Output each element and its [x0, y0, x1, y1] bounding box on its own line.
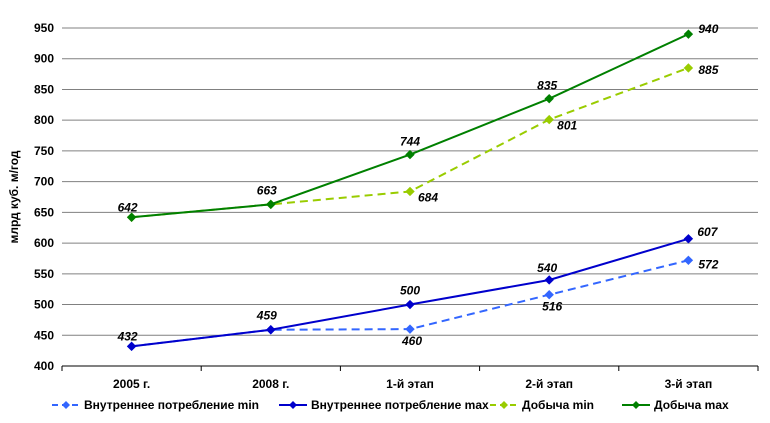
x-axis-ticks: 2005 г. 2008 г. 1-й этап 2-й этап 3-й этап [61, 366, 759, 391]
data-point [683, 255, 694, 266]
y-tick-label: 750 [34, 144, 54, 158]
y-tick-label: 900 [34, 52, 54, 66]
data-label: 663 [257, 183, 277, 197]
data-point [683, 234, 694, 244]
legend-marker [289, 401, 297, 409]
data-point [405, 324, 415, 334]
data-label: 516 [542, 300, 562, 314]
data-point [266, 199, 276, 210]
x-tick-label: 2-й этап [525, 377, 573, 391]
data-label: 744 [400, 135, 420, 149]
data-label: 540 [537, 261, 557, 275]
legend-entry: Добыча max [654, 398, 729, 412]
data-point [544, 93, 554, 104]
legend-marker [632, 401, 640, 409]
y-tick-label: 950 [34, 21, 54, 35]
data-label: 572 [698, 257, 718, 271]
y-tick-label: 400 [34, 359, 54, 373]
legend-marker [500, 401, 508, 409]
data-point [544, 290, 554, 300]
y-tick-label: 450 [34, 328, 54, 342]
data-label: 801 [557, 119, 577, 133]
y-tick-label: 700 [34, 175, 54, 189]
data-label: 432 [117, 329, 138, 343]
legend-entry: Внутреннее потребление min [84, 398, 259, 412]
y-tick-label: 850 [34, 82, 54, 96]
y-axis-label: млрд куб. м/год [7, 150, 21, 243]
data-point [544, 275, 554, 285]
legend-entry: Внутреннее потребление max [311, 398, 489, 412]
legend: Внутреннее потребление min Внутреннее пот… [52, 398, 729, 412]
series-group [126, 29, 694, 352]
data-point [126, 212, 137, 222]
data-point [405, 299, 415, 310]
data-point [126, 341, 137, 352]
data-point [405, 186, 415, 197]
data-point [683, 63, 694, 73]
data-label: 835 [537, 79, 557, 93]
y-axis-ticks: 400 450 500 550 600 650 700 750 800 850 900 950 [34, 21, 54, 373]
y-tick-label: 650 [34, 205, 54, 219]
y-tick-label: 550 [34, 267, 54, 281]
data-label: 684 [418, 190, 438, 204]
y-tick-label: 600 [34, 236, 54, 250]
gridlines [62, 27, 758, 367]
data-point [266, 325, 276, 335]
data-label: 459 [256, 309, 277, 323]
data-label: 460 [401, 334, 422, 348]
legend-entry: Добыча min [522, 398, 594, 412]
y-tick-label: 500 [34, 298, 54, 312]
data-label: 642 [118, 200, 138, 214]
data-label: 940 [698, 22, 718, 36]
data-point [405, 149, 415, 160]
x-tick-label: 2008 г. [252, 377, 289, 391]
y-tick-label: 800 [34, 113, 54, 127]
data-label: 607 [697, 225, 718, 239]
data-point [544, 114, 554, 125]
data-labels: 432 459 460 500 516 540 572 607 642 663 684 744 801 8… [117, 22, 719, 348]
data-label: 500 [400, 284, 420, 298]
x-tick-label: 2005 г. [113, 377, 150, 391]
data-label: 885 [698, 63, 718, 77]
data-point [683, 29, 694, 39]
legend-marker [62, 401, 70, 409]
x-tick-label: 1-й этап [386, 377, 434, 391]
x-tick-label: 3-й этап [665, 377, 713, 391]
